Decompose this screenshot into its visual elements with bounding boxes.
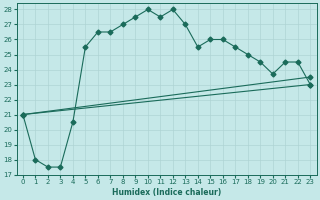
X-axis label: Humidex (Indice chaleur): Humidex (Indice chaleur) <box>112 188 221 197</box>
